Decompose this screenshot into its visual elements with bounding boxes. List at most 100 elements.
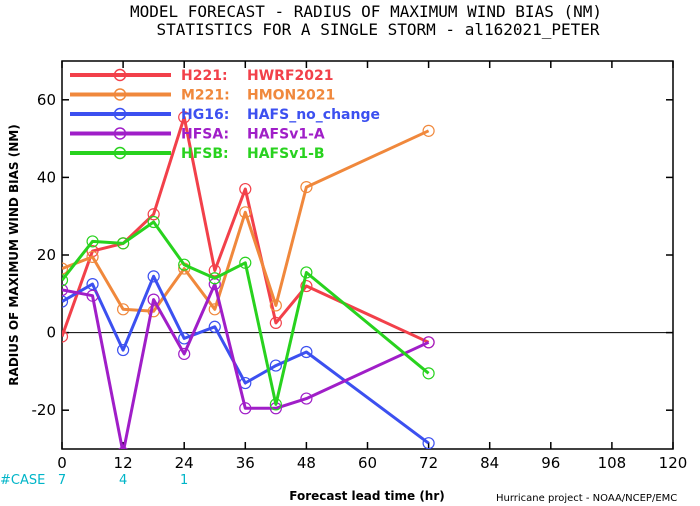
credit-label: Hurricane project - NOAA/NCEP/EMC <box>496 493 677 504</box>
legend-code: H221: <box>181 68 228 84</box>
data-point <box>62 330 69 343</box>
data-point <box>300 345 313 359</box>
data-point <box>62 262 69 275</box>
x-tick-label: 108 <box>598 454 627 472</box>
data-point <box>86 235 99 248</box>
series-hg16 <box>62 270 435 449</box>
legend-code: HFSA: <box>181 127 229 143</box>
legend-entry-h221: H221: HWRF2021 <box>70 68 333 84</box>
x-axis-label: Forecast lead time (hr) <box>289 489 445 503</box>
data-point <box>208 264 221 277</box>
chart-title-line2: STATISTICS FOR A SINGLE STORM - al162021… <box>156 20 599 39</box>
series-line <box>62 274 430 445</box>
x-tick-label: 12 <box>114 454 133 472</box>
data-point <box>178 111 191 124</box>
y-tick-label: 20 <box>37 246 56 264</box>
case-count: 4 <box>119 473 127 488</box>
x-tick-label: 24 <box>175 454 194 472</box>
x-tick-label: 84 <box>480 454 499 472</box>
legend-code: M221: <box>181 88 230 104</box>
data-point <box>269 398 282 411</box>
legend-entry-m221: M221: HMON2021 <box>70 88 335 104</box>
data-point <box>86 278 99 291</box>
case-label: #CASE <box>0 473 45 488</box>
x-tick-label: 120 <box>659 454 688 472</box>
data-point <box>178 347 191 361</box>
data-point <box>239 206 252 219</box>
y-tick-label: 0 <box>46 324 56 342</box>
data-point <box>62 283 69 297</box>
legend-marker <box>113 127 127 140</box>
legend-name: HMON2021 <box>247 88 335 104</box>
data-point <box>147 270 160 283</box>
cases-layer: 7 4 1 <box>58 473 188 488</box>
data-point <box>86 289 99 302</box>
legend-entry-hfsb: HFSB: HAFSv1-B <box>70 146 325 162</box>
x-tick-label: 96 <box>541 454 560 472</box>
data-point <box>300 392 313 405</box>
data-point <box>269 359 282 372</box>
legend-name: HAFSv1-B <box>247 146 325 162</box>
data-point <box>147 293 160 306</box>
data-point <box>147 208 160 221</box>
series-line <box>62 220 430 406</box>
axes: 0 12 24 36 48 60 72 84 96 108 120 -20 0 20 40 60 <box>32 60 688 472</box>
series-line <box>62 282 430 449</box>
data-point <box>239 256 252 269</box>
legend-marker <box>113 146 127 160</box>
x-tick-label: 72 <box>419 454 438 472</box>
data-point <box>62 295 69 308</box>
data-point <box>208 272 221 285</box>
data-point <box>208 320 221 333</box>
legend-marker <box>113 88 127 101</box>
y-tick-label: 40 <box>37 168 56 186</box>
legend-name: HWRF2021 <box>247 68 333 84</box>
data-point <box>300 181 313 194</box>
series-hfsb <box>62 215 435 411</box>
legend: H221: HWRF2021 M221: HMON2021 HG16: HAFS_no_c… <box>70 68 380 162</box>
chart-title-line1: MODEL FORECAST - RADIUS OF MAXIMUM WIND … <box>130 2 602 21</box>
legend-code: HG16: <box>181 107 229 123</box>
data-point <box>422 367 435 380</box>
data-point <box>116 237 130 250</box>
case-count: 1 <box>180 473 188 488</box>
data-point <box>116 303 130 316</box>
data-point <box>116 343 130 357</box>
legend-marker <box>113 68 127 82</box>
data-point <box>62 274 69 287</box>
y-tick-label: -20 <box>32 401 57 419</box>
y-axis-label: RADIUS OF MAXIMUM WIND BIAS (NM) <box>7 124 21 385</box>
data-point <box>147 215 160 229</box>
data-point <box>422 336 435 349</box>
data-point <box>118 446 128 449</box>
data-point <box>269 316 282 329</box>
data-point <box>86 250 99 264</box>
legend-entry-hg16: HG16: HAFS_no_change <box>70 107 380 123</box>
legend-name: HAFSv1-A <box>247 127 325 143</box>
data-point <box>178 258 191 271</box>
x-tick-label: 48 <box>297 454 316 472</box>
data-point <box>300 279 313 293</box>
legend-marker <box>113 107 127 121</box>
y-tick-label: 60 <box>37 91 56 109</box>
data-point <box>300 266 313 279</box>
series-line <box>62 129 430 313</box>
legend-code: HFSB: <box>181 146 229 162</box>
data-point <box>269 299 282 312</box>
series-hfsa <box>62 278 435 449</box>
x-tick-label: 60 <box>358 454 377 472</box>
data-point <box>239 182 252 196</box>
series-layer <box>62 111 435 449</box>
case-count: 7 <box>58 473 66 488</box>
series-m221 <box>62 124 435 318</box>
x-tick-label: 36 <box>236 454 255 472</box>
data-point <box>239 402 252 415</box>
x-tick-label: 0 <box>57 454 67 472</box>
data-point <box>422 124 435 137</box>
legend-entry-hfsa: HFSA: HAFSv1-A <box>70 127 325 143</box>
data-point <box>422 437 435 449</box>
series-line <box>62 115 430 344</box>
series-h221 <box>62 111 435 349</box>
legend-name: HAFS_no_change <box>247 107 380 123</box>
